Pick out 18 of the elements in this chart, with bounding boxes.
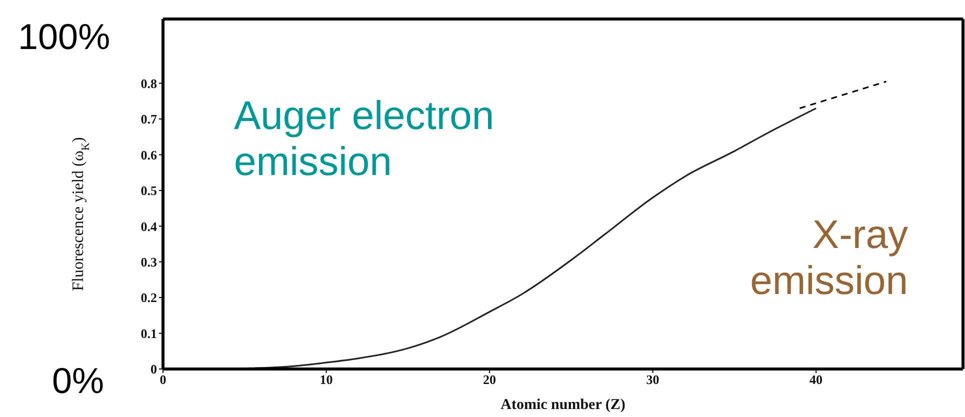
annotation: Auger electron emission: [234, 93, 496, 185]
text: 100%: [18, 16, 112, 58]
y-tick-label: 0.8: [140, 76, 158, 91]
x-tick-label: 40: [810, 372, 823, 388]
y-tick-label: 0.3: [140, 254, 158, 270]
y-tick-label: 0: [150, 362, 157, 377]
annotation: X-ray emission: [749, 212, 908, 304]
text: 0%: [52, 360, 106, 402]
y-tick-label: 0.4: [140, 218, 158, 234]
x-axis-title: Atomic number (Z): [500, 397, 626, 413]
y-tick-label: 0.6: [140, 147, 158, 162]
x-tick-label: 20: [483, 372, 496, 388]
y-tick-label: 0.7: [140, 112, 158, 127]
y-tick-label: 0.2: [140, 290, 157, 306]
y-tick-label: 0.1: [140, 326, 157, 341]
x-tick-label: 30: [646, 372, 660, 388]
x-tick-label: 10: [320, 372, 333, 388]
y-tick-label: 0.5: [140, 183, 158, 198]
